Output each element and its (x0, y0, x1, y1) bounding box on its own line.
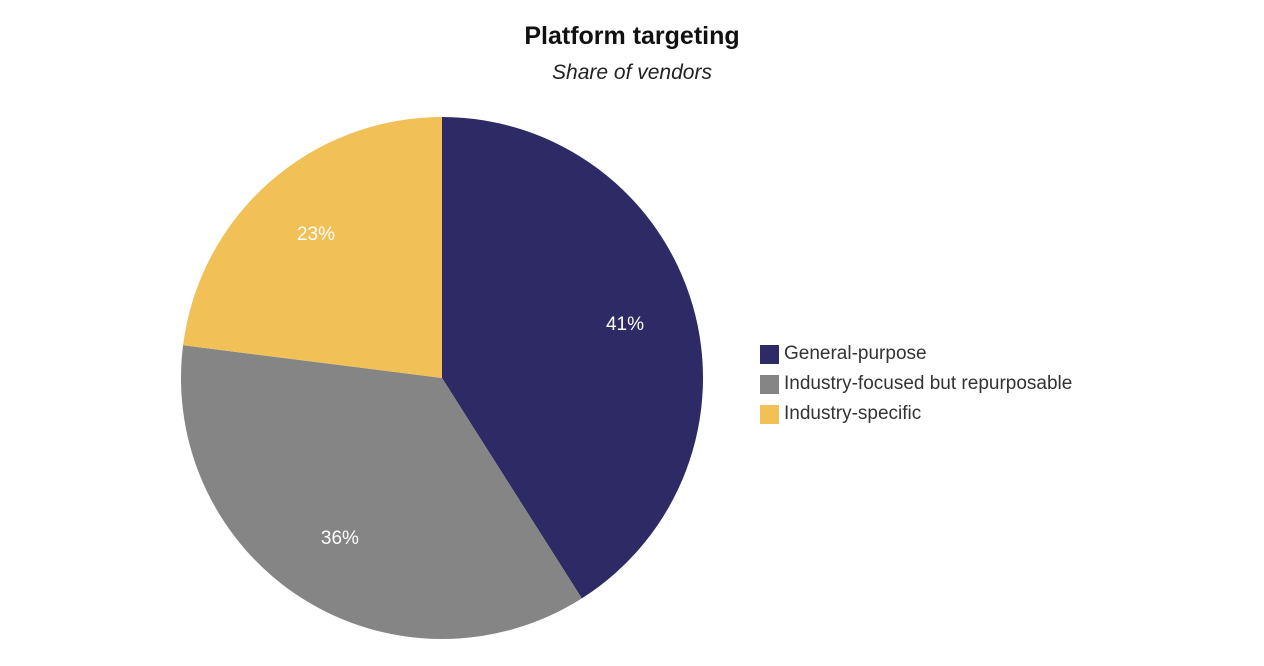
pie-slice-industry-specific (183, 117, 443, 378)
legend-label: General-purpose (784, 343, 927, 364)
pie-slice-labels: 41% 36% 23% (297, 224, 644, 549)
legend-swatch (760, 374, 779, 394)
pie-slice-industry-focused-but-repurposable (181, 345, 582, 639)
pie-slices (181, 117, 703, 639)
pie-slice-value-label: 23% (297, 224, 335, 245)
pie-slice-general-purpose (442, 117, 703, 599)
chart-legend: General-purpose Industry-focused but rep… (760, 339, 1072, 429)
legend-item-industry-focused: Industry-focused but repurposable (760, 369, 1072, 399)
chart-subtitle: Share of vendors (552, 61, 712, 84)
pie-slice-value-label: 36% (321, 528, 359, 549)
legend-label: Industry-specific (784, 403, 922, 424)
chart-title: Platform targeting (524, 22, 740, 50)
legend-label: Industry-focused but repurposable (784, 373, 1073, 394)
legend-swatch (760, 404, 779, 424)
legend-swatch (760, 344, 779, 364)
legend-item-general-purpose: General-purpose (760, 339, 1072, 369)
legend-item-industry-specific: Industry-specific (760, 399, 1072, 429)
pie-slice-value-label: 41% (606, 314, 644, 335)
